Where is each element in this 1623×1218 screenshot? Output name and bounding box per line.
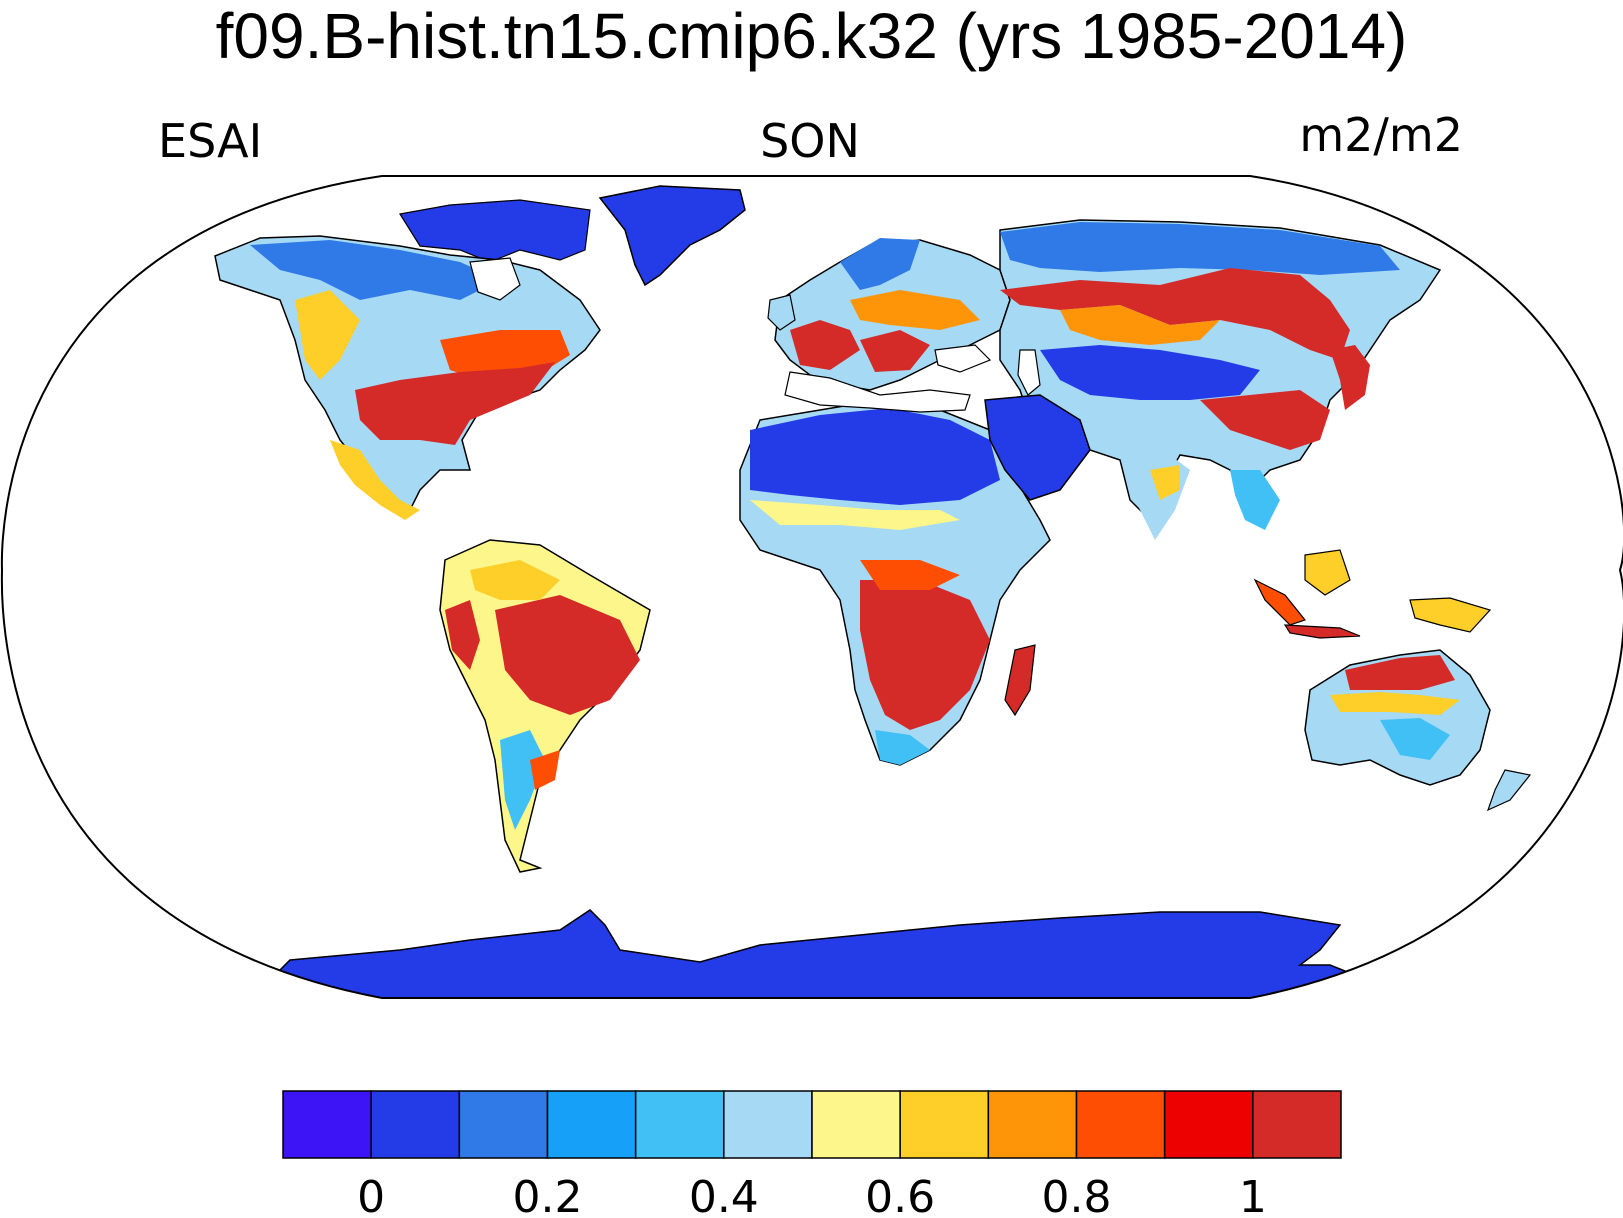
new-zealand <box>1486 769 1532 812</box>
colorbar-swatch <box>1075 1090 1166 1159</box>
colorbar-swatch <box>987 1090 1078 1159</box>
caspian-sea <box>1017 349 1041 396</box>
colorbar-swatch <box>282 1090 372 1159</box>
greenland <box>598 185 746 287</box>
colorbar-swatch <box>370 1090 461 1159</box>
india-yellow <box>1150 465 1180 500</box>
mediterranean <box>784 371 971 413</box>
sa-red-center <box>495 595 640 715</box>
colorbar-swatch <box>811 1090 901 1159</box>
colorbar-tick-label: 1 <box>1239 1172 1267 1218</box>
borneo <box>1304 549 1351 596</box>
na-southeast-red <box>355 362 555 445</box>
sa-red-west <box>445 600 480 670</box>
sahara-blue <box>750 408 1000 505</box>
globe-outline <box>0 175 1623 999</box>
colorbar: 0 0.2 0.4 0.6 0.8 1 <box>282 1090 1342 1218</box>
map-title: f09.B-hist.tn15.cmip6.k32 (yrs 1985-2014… <box>215 0 1408 72</box>
colorbar-tick-label: 0.8 <box>1042 1172 1112 1218</box>
na-yellow-west <box>295 290 360 380</box>
colorbar-swatch <box>899 1090 990 1159</box>
sahel-yellow <box>750 500 960 530</box>
colorbar-tick-label: 0.6 <box>865 1172 935 1218</box>
colorbar-swatch <box>1163 1090 1254 1159</box>
europe-red-west <box>790 320 860 370</box>
antarctica <box>238 909 1402 998</box>
china-red <box>1200 390 1330 450</box>
australia-yellow <box>1330 692 1460 715</box>
hudson-bay <box>469 257 521 301</box>
sa-red-south <box>530 750 560 790</box>
colorbar-swatch <box>723 1090 813 1159</box>
season-label: SON <box>760 114 860 168</box>
australia-blue <box>1380 718 1450 760</box>
colorbar-swatch <box>634 1090 725 1159</box>
siberia-blue <box>1000 222 1400 275</box>
sa-orange-north <box>470 560 560 600</box>
mexico <box>330 440 420 520</box>
colorbar-swatch <box>546 1090 637 1159</box>
black-sea <box>934 344 992 373</box>
africa-orange <box>860 560 960 590</box>
na-blue-north <box>250 240 500 300</box>
europe-red-east <box>860 330 930 372</box>
scandinavia <box>840 238 920 290</box>
madagascar <box>1004 644 1036 717</box>
sa-blue-south <box>500 730 545 830</box>
asia-orange-band <box>1060 305 1220 345</box>
variable-label: ESAI <box>158 114 263 168</box>
units-label: m2/m2 <box>1299 108 1463 162</box>
colorbar-tick-label: 0.4 <box>689 1172 759 1218</box>
sumatra <box>1253 578 1307 626</box>
korea-japan-red <box>1330 345 1370 410</box>
colorbar-swatch <box>458 1090 549 1159</box>
java <box>1283 624 1361 639</box>
arctic-archipelago <box>399 199 591 263</box>
europe-orange <box>850 290 980 330</box>
arabia <box>984 394 1091 501</box>
australia-red-north <box>1345 655 1455 690</box>
africa-red <box>860 580 990 730</box>
new-guinea <box>1409 597 1492 633</box>
colorbar-swatch <box>1252 1090 1342 1159</box>
africa-south-blue <box>875 730 930 765</box>
uk <box>767 294 796 331</box>
colorbar-tick-label: 0.2 <box>513 1172 583 1218</box>
se-asia <box>1230 470 1280 530</box>
asia-red-band <box>1000 268 1350 360</box>
colorbar-tick-label: 0 <box>357 1172 385 1218</box>
central-asia-blue <box>1040 345 1260 400</box>
land-fields <box>214 185 1532 998</box>
